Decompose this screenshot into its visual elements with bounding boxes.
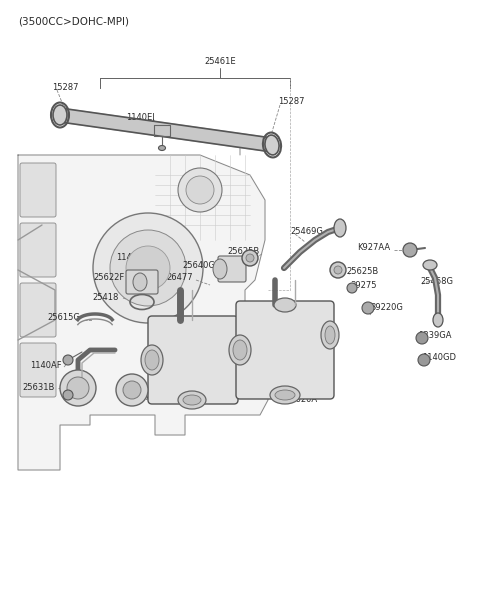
Circle shape bbox=[110, 230, 186, 306]
FancyBboxPatch shape bbox=[148, 316, 238, 404]
Ellipse shape bbox=[53, 105, 67, 125]
Circle shape bbox=[178, 168, 222, 212]
Circle shape bbox=[403, 243, 417, 257]
Text: 1140AF: 1140AF bbox=[30, 360, 62, 370]
Ellipse shape bbox=[274, 298, 296, 312]
Polygon shape bbox=[60, 108, 272, 152]
Circle shape bbox=[116, 374, 148, 406]
Circle shape bbox=[63, 390, 73, 400]
Polygon shape bbox=[18, 155, 268, 470]
Ellipse shape bbox=[213, 259, 227, 279]
Text: 39275: 39275 bbox=[350, 280, 376, 289]
Text: 25640G: 25640G bbox=[182, 261, 215, 269]
Ellipse shape bbox=[321, 321, 339, 349]
Circle shape bbox=[63, 355, 73, 365]
Text: 25625B: 25625B bbox=[228, 247, 260, 256]
FancyBboxPatch shape bbox=[20, 343, 56, 397]
Ellipse shape bbox=[145, 350, 159, 370]
Ellipse shape bbox=[433, 313, 443, 327]
Circle shape bbox=[242, 250, 258, 266]
Circle shape bbox=[126, 246, 170, 290]
Circle shape bbox=[362, 302, 374, 314]
Text: 25620A: 25620A bbox=[285, 395, 317, 405]
Circle shape bbox=[60, 370, 96, 406]
Text: 25613A: 25613A bbox=[290, 304, 322, 313]
Ellipse shape bbox=[265, 135, 279, 155]
Ellipse shape bbox=[178, 391, 206, 409]
Text: 25469G: 25469G bbox=[290, 228, 323, 236]
Text: K927AA: K927AA bbox=[357, 244, 390, 253]
Circle shape bbox=[334, 266, 342, 274]
Ellipse shape bbox=[423, 260, 437, 270]
Text: 25615G: 25615G bbox=[47, 313, 80, 323]
Ellipse shape bbox=[334, 219, 346, 237]
FancyBboxPatch shape bbox=[218, 256, 246, 282]
Text: 25500A: 25500A bbox=[120, 394, 152, 403]
Text: (3500CC>DOHC-MPI): (3500CC>DOHC-MPI) bbox=[18, 17, 129, 27]
Circle shape bbox=[67, 377, 89, 399]
Text: 26342A: 26342A bbox=[238, 365, 270, 375]
Text: 39220G: 39220G bbox=[370, 304, 403, 313]
Ellipse shape bbox=[133, 273, 147, 291]
Circle shape bbox=[93, 213, 203, 323]
FancyBboxPatch shape bbox=[20, 163, 56, 217]
Text: 25468G: 25468G bbox=[420, 277, 453, 286]
Circle shape bbox=[186, 176, 214, 204]
Ellipse shape bbox=[233, 340, 247, 360]
Ellipse shape bbox=[141, 345, 163, 375]
Text: 25622F: 25622F bbox=[94, 274, 125, 283]
Text: 25461E: 25461E bbox=[204, 58, 236, 67]
FancyBboxPatch shape bbox=[20, 283, 56, 337]
Circle shape bbox=[246, 254, 254, 262]
Text: 26477: 26477 bbox=[167, 274, 193, 283]
Text: 15287: 15287 bbox=[52, 83, 79, 92]
Text: 25631B: 25631B bbox=[23, 384, 55, 392]
Text: 1140AF: 1140AF bbox=[116, 253, 148, 263]
Circle shape bbox=[347, 283, 357, 293]
Ellipse shape bbox=[158, 146, 166, 151]
Text: 25611H: 25611H bbox=[196, 395, 229, 405]
Ellipse shape bbox=[183, 395, 201, 405]
Text: 15287: 15287 bbox=[278, 97, 304, 106]
Text: 1140EJ: 1140EJ bbox=[126, 113, 155, 122]
Circle shape bbox=[123, 381, 141, 399]
Circle shape bbox=[330, 262, 346, 278]
Ellipse shape bbox=[270, 386, 300, 404]
Circle shape bbox=[418, 354, 430, 366]
Ellipse shape bbox=[229, 335, 251, 365]
Text: 26477: 26477 bbox=[268, 326, 295, 335]
Ellipse shape bbox=[275, 390, 295, 400]
Text: 25625B: 25625B bbox=[346, 267, 378, 277]
FancyBboxPatch shape bbox=[236, 301, 334, 399]
Text: 1140GD: 1140GD bbox=[422, 354, 456, 362]
Ellipse shape bbox=[325, 326, 335, 344]
Text: 1339GA: 1339GA bbox=[418, 330, 452, 340]
FancyBboxPatch shape bbox=[20, 223, 56, 277]
Text: 25418: 25418 bbox=[93, 294, 119, 302]
Circle shape bbox=[416, 332, 428, 344]
FancyBboxPatch shape bbox=[126, 270, 158, 294]
